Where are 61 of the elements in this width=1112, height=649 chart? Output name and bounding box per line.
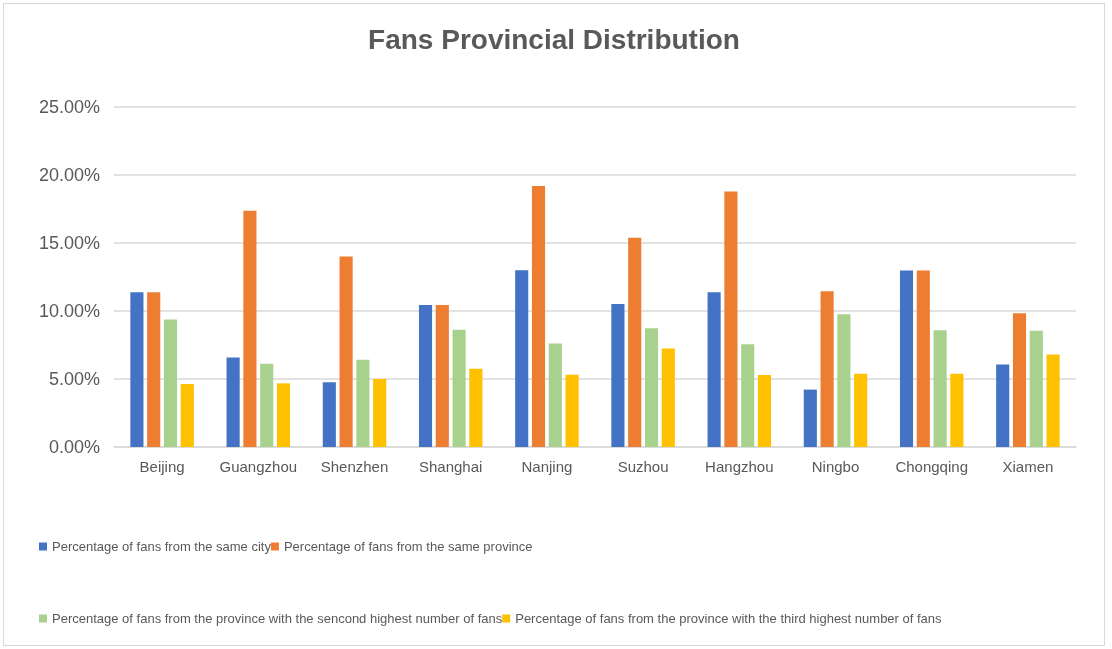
legend-label: Percentage of fans from the same province: [283, 539, 533, 554]
bar: [854, 373, 868, 447]
chart-title: Fans Provincial Distribution: [368, 23, 740, 55]
bar: [531, 185, 546, 447]
legend-label: Percentage of fans from the province with the third highest number of fans: [515, 611, 943, 626]
bar: [243, 210, 257, 447]
bar: [260, 363, 274, 447]
bar: [741, 344, 755, 447]
bar: [339, 256, 353, 447]
y-tick-label: 0.00%: [48, 437, 100, 457]
bar: [163, 319, 178, 447]
bar: [1029, 330, 1043, 447]
x-tick-label: Xiamen: [1002, 458, 1054, 475]
legend-label: Percentage of fans from the province with the sencond highest number of fans: [52, 611, 503, 626]
bar: [130, 292, 144, 447]
y-tick-label: 5.00%: [48, 369, 100, 389]
bar: [452, 329, 466, 447]
x-tick-label: Beijing: [139, 458, 185, 475]
bar: [837, 314, 851, 447]
x-tick-label: Chongqing: [895, 458, 968, 475]
bar: [628, 237, 642, 447]
bar: [644, 328, 659, 447]
y-tick-label: 15.00%: [38, 233, 100, 253]
bar: [996, 364, 1010, 447]
bar: [435, 305, 449, 447]
bar: [276, 383, 291, 447]
x-tick-label: Nanjing: [521, 458, 573, 475]
bar: [147, 292, 161, 447]
bar: [548, 343, 562, 447]
bar: [565, 374, 579, 447]
bar: [180, 384, 194, 447]
bar: [707, 292, 721, 447]
bar: [1012, 313, 1027, 447]
bar: [661, 348, 675, 447]
x-tick-label: Shenzhen: [320, 458, 389, 475]
bar: [418, 305, 433, 447]
bar: [933, 330, 947, 447]
y-tick-label: 25.00%: [38, 97, 100, 117]
bar: [803, 389, 817, 447]
x-tick-label: Ningbo: [811, 458, 860, 475]
bar: [322, 382, 336, 447]
x-tick-label: Shanghai: [419, 458, 483, 475]
bar: [515, 270, 529, 447]
x-tick-label: Suzhou: [617, 458, 669, 475]
bar: [950, 373, 964, 447]
bar: [757, 375, 772, 447]
bar: [820, 291, 834, 447]
bar: [226, 357, 240, 447]
bar: [899, 270, 914, 447]
bar: [724, 191, 738, 447]
x-tick-label: Hangzhou: [705, 458, 774, 475]
legend-label: Percentage of fans from the same city: [52, 539, 272, 554]
bar: [356, 359, 370, 447]
bar: [611, 304, 625, 447]
bar: [1046, 354, 1060, 447]
bar: [916, 270, 930, 447]
x-tick-label: Guangzhou: [219, 458, 298, 475]
y-tick-label: 10.00%: [38, 301, 100, 321]
y-tick-label: 20.00%: [38, 165, 100, 185]
bar: [469, 368, 483, 447]
bar: [373, 379, 387, 447]
